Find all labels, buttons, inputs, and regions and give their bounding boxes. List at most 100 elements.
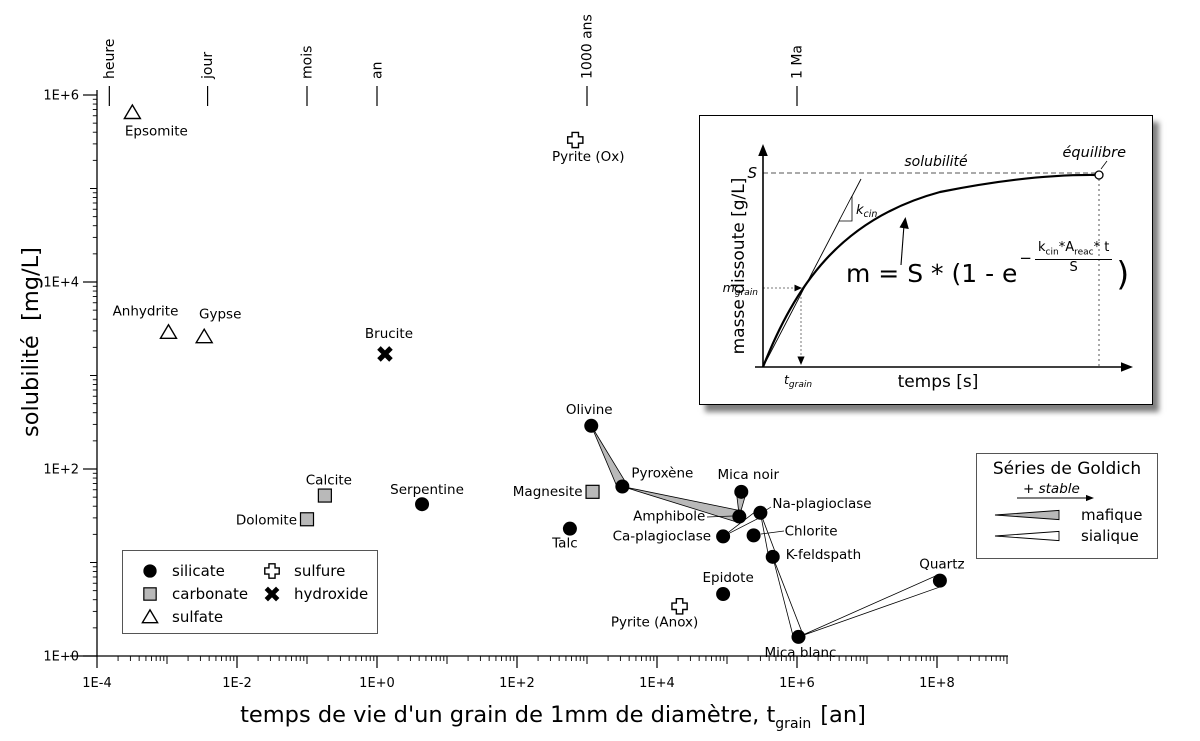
hydroxide-icon xyxy=(264,586,280,601)
point-mica-noir xyxy=(734,484,749,499)
sulfure-icon xyxy=(264,562,280,579)
mafique-wedge-icon xyxy=(994,509,1060,520)
leader-line-0 xyxy=(706,515,734,518)
y-tick-label: 1E+0 xyxy=(43,650,79,665)
stable-arrow-graphic: + stable xyxy=(1017,481,1094,502)
point-k-feldspath xyxy=(765,549,780,564)
point-pyrite-ox xyxy=(566,131,584,149)
point-epidote xyxy=(716,587,731,602)
formula-k: k xyxy=(1038,239,1046,255)
legend-label-silicate: silicate xyxy=(172,561,225,580)
inset-y-axis-arrow xyxy=(758,144,768,156)
point-talc xyxy=(562,521,577,536)
circle-marker xyxy=(732,509,747,524)
kcin-label: kcin xyxy=(856,203,877,220)
goldich-item-sialique: sialique xyxy=(991,525,1149,546)
point-label-magnesite: Magnesite xyxy=(513,484,583,500)
tgrain-arrow-head xyxy=(797,356,805,365)
dissolution-curve xyxy=(761,173,1100,368)
mafique-wedge-shape xyxy=(994,509,1060,520)
tgrain-label: tgrain xyxy=(784,372,812,390)
carbonate-icon-shape xyxy=(143,586,157,601)
point-label-quartz: Quartz xyxy=(919,557,964,573)
silicate-icon-shape xyxy=(143,563,157,578)
formula-close-paren: ) xyxy=(1116,253,1130,293)
formula-arrow-head xyxy=(899,217,909,229)
s-axis-label: S xyxy=(747,164,757,182)
open-cross-marker xyxy=(671,598,688,615)
point-olivine xyxy=(584,418,599,433)
goldich-item-mafique: mafique xyxy=(991,504,1149,525)
point-na-plagioclase xyxy=(753,505,768,520)
mgrain-label-sub: grain xyxy=(735,288,758,298)
x-axis-title-unit: [an] xyxy=(820,702,866,728)
x-axis-title: temps de vie d'un grain de 1mm de diamèt… xyxy=(240,702,866,732)
sulfure-icon-shape xyxy=(264,562,280,579)
triangle-marker xyxy=(159,323,178,339)
bold-x-marker xyxy=(264,586,280,601)
top-label-jour: jour xyxy=(200,52,216,80)
square-marker xyxy=(317,488,332,503)
kcin-label-k: k xyxy=(856,203,864,218)
mgrain-label-m: m xyxy=(723,280,735,295)
x-tick-label: 1E-2 xyxy=(222,676,251,691)
tgrain-label-t: t xyxy=(784,372,790,387)
mineral-legend: silicate carbonate sulfate sulfure hydroxide xyxy=(122,550,378,634)
point-label-calcite: Calcite xyxy=(306,473,352,489)
circle-marker xyxy=(584,418,599,433)
legend-label-carbonate: carbonate xyxy=(172,584,249,603)
point-quartz xyxy=(932,573,947,588)
point-serpentine xyxy=(415,497,430,512)
point-label-na-plagioclase: Na-plagioclase xyxy=(772,496,871,512)
formula-denominator: S xyxy=(1069,259,1078,275)
x-axis: 1E-4 1E-2 1E+0 1E+2 1E+4 1E+6 1E+8 xyxy=(70,655,1008,691)
point-label-chlorite: Chlorite xyxy=(785,523,838,539)
point-pyrox-ne xyxy=(615,479,630,494)
top-label-an: an xyxy=(370,62,386,79)
bold-x-marker xyxy=(377,346,393,362)
top-label-mois: mois xyxy=(300,46,316,79)
slope-triangle xyxy=(838,195,853,222)
point-label-mica-noir: Mica noir xyxy=(718,467,780,483)
legend-label-sulfate: sulfate xyxy=(172,607,224,626)
sulfate-icon xyxy=(141,608,159,623)
carbonate-icon xyxy=(143,586,157,601)
circle-marker xyxy=(415,497,430,512)
open-cross-marker xyxy=(264,562,280,579)
x-tick-label: 1E+2 xyxy=(499,676,535,691)
y-tick-label: 1E+2 xyxy=(43,463,79,478)
point-label-pyrite-anox: Pyrite (Anox) xyxy=(611,614,698,630)
inset-y-axis-title: masse dissoute [g/L] xyxy=(729,178,749,355)
mgrain-arrow-head xyxy=(794,284,802,292)
x-tick-label: 1E+6 xyxy=(779,676,815,691)
circle-marker xyxy=(716,587,731,602)
wedge-mafique-0 xyxy=(590,425,628,490)
point-label-epidote: Epidote xyxy=(702,570,753,586)
leader-line-1 xyxy=(760,530,785,535)
silicate-icon xyxy=(143,563,157,578)
point-brucite xyxy=(377,346,393,362)
legend-item-hydroxide: hydroxide xyxy=(259,582,377,605)
triangle-marker xyxy=(123,103,142,120)
point-label-pyrox-ne: Pyroxène xyxy=(631,465,693,481)
kinetics-inset: S solubilité équilibre kcin mgrain tgrai… xyxy=(699,115,1153,405)
point-label-anhydrite: Anhydrite xyxy=(113,303,179,319)
triangle-marker xyxy=(141,608,159,623)
y-tick-label: 1E+4 xyxy=(43,276,79,291)
circle-marker xyxy=(932,573,947,588)
goldich-legend-title: Séries de Goldich xyxy=(992,459,1142,479)
top-label-heure: heure xyxy=(102,39,118,79)
legend-item-carbonate: carbonate xyxy=(137,582,259,605)
stable-arrow-head xyxy=(1086,494,1094,502)
equilibrium-leader-line xyxy=(1100,160,1108,170)
legend-item-silicate: silicate xyxy=(137,559,259,582)
x-tick-label: 1E+8 xyxy=(919,676,955,691)
sialique-wedge-icon xyxy=(994,530,1060,541)
formula-t: * t xyxy=(1093,239,1110,255)
legend-item-sulfate: sulfate xyxy=(137,605,259,628)
circle-marker xyxy=(753,505,768,520)
inset-x-axis-arrow xyxy=(1121,362,1133,372)
circle-marker xyxy=(143,563,157,578)
